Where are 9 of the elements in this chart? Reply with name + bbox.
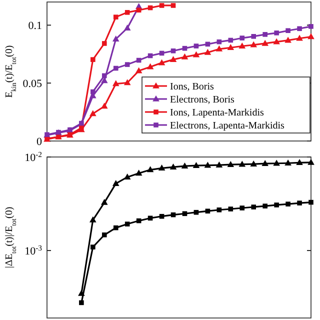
y-tick-label: 0 [36, 136, 42, 148]
y-tick-label: 10$^{-2}$ [24, 149, 42, 164]
legend-label: Ions, Boris [170, 82, 214, 92]
y-tick-label: 10$^{-3}$ [24, 242, 42, 258]
legend-label: Electrons, Lapenta-Markidis [170, 120, 285, 132]
legend-label: Ions, Lapenta-Markidis [170, 108, 264, 118]
legend-label: Electrons, Boris [170, 94, 235, 106]
y-tick-label: 0.05 [22, 78, 42, 90]
y-tick-label: 0.1 [28, 20, 42, 32]
